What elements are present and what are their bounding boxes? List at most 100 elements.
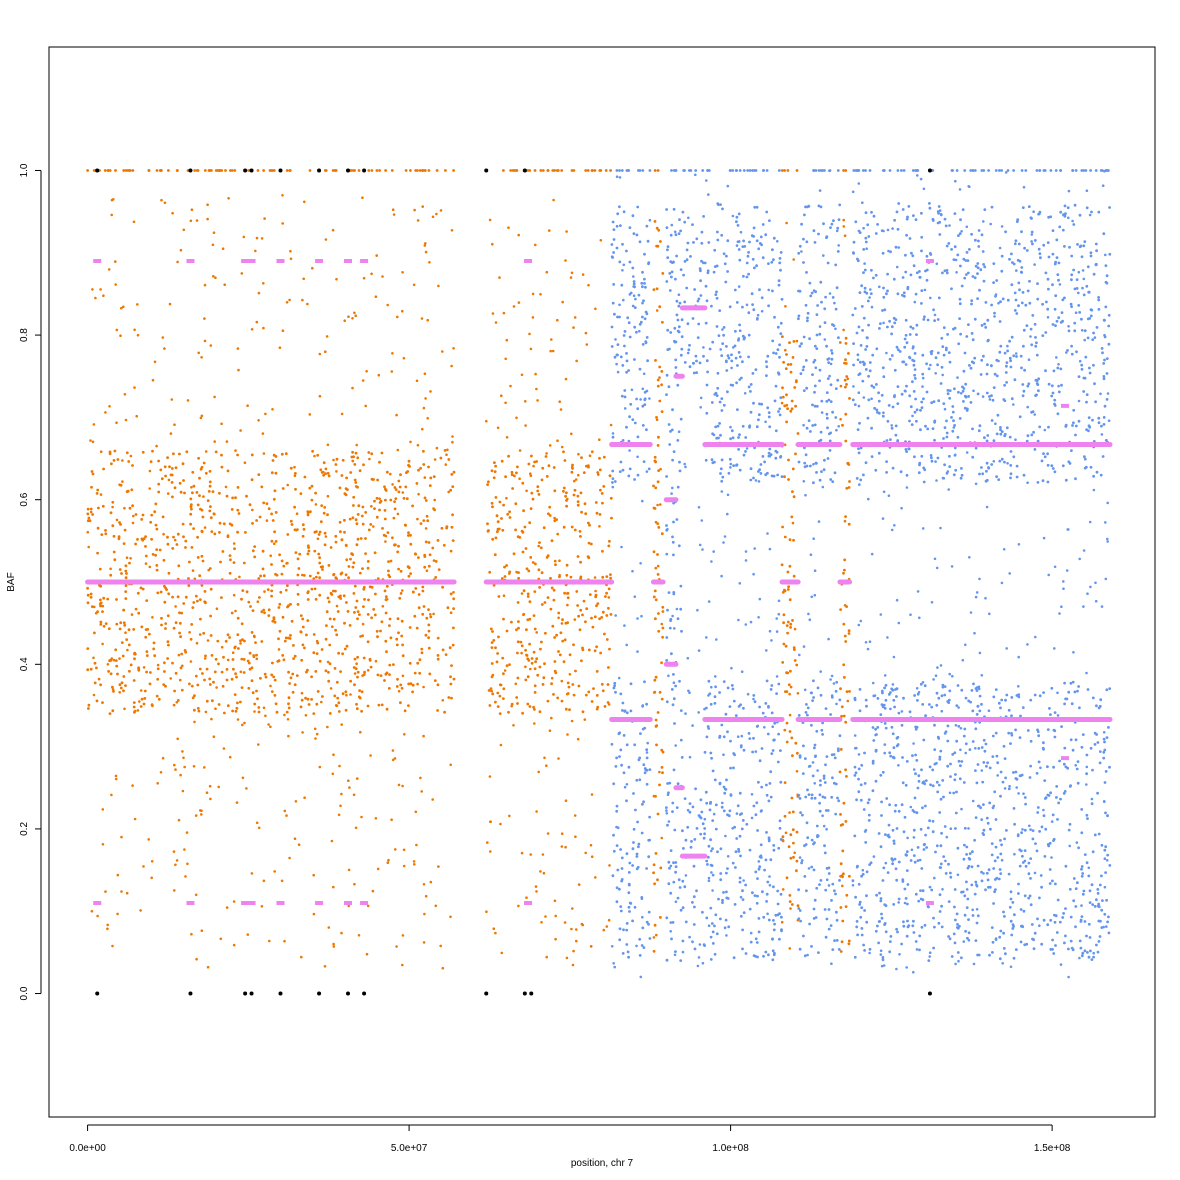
baf-point	[777, 372, 781, 376]
baf-point	[935, 703, 939, 707]
baf-point	[741, 889, 744, 893]
baf-point	[449, 675, 452, 679]
baf-point	[566, 497, 569, 501]
baf-point	[791, 467, 795, 471]
baf-point	[245, 494, 248, 498]
baf-point	[750, 793, 754, 796]
baf-point	[524, 648, 527, 652]
baf-point	[848, 690, 851, 693]
baf-point	[228, 554, 232, 557]
baf-point	[132, 628, 136, 631]
baf-point	[905, 384, 908, 388]
baf-point	[225, 678, 229, 682]
baf-point	[612, 782, 616, 786]
baf-point	[566, 603, 569, 607]
baf-point	[538, 541, 541, 544]
baf-point	[120, 306, 123, 310]
baf-point	[771, 749, 775, 752]
baf-point	[1034, 842, 1037, 845]
baf-point	[276, 660, 280, 663]
baf-point	[818, 368, 822, 372]
baf-point	[1042, 918, 1046, 922]
baf-point	[613, 312, 616, 316]
baf-point	[540, 571, 544, 575]
baf-point	[937, 737, 941, 740]
baf-point	[131, 504, 135, 508]
baf-point	[812, 463, 815, 466]
baf-point	[94, 611, 98, 615]
baf-point	[419, 466, 422, 470]
baf-point	[89, 595, 93, 599]
baf-point	[364, 552, 367, 555]
baf-point	[323, 531, 327, 535]
baf-point	[1103, 912, 1107, 916]
baf-point	[674, 870, 677, 874]
baf-point	[529, 556, 533, 559]
baf-point	[1064, 907, 1067, 910]
baf-point	[894, 867, 898, 871]
baf-point	[500, 517, 503, 520]
baf-point	[168, 465, 171, 469]
baf-point	[179, 773, 182, 777]
baf-point	[765, 169, 769, 172]
baf-point	[943, 825, 947, 828]
baf-point	[151, 704, 154, 708]
baf-point	[217, 785, 220, 789]
baf-point	[683, 300, 687, 304]
baf-point	[116, 912, 119, 916]
baf-point	[814, 366, 818, 370]
baf-point	[645, 470, 649, 473]
baf-point	[366, 613, 370, 616]
baf-point	[982, 263, 985, 266]
baf-point	[790, 515, 794, 519]
baf-point	[696, 299, 700, 303]
baf-point	[864, 368, 868, 371]
baf-point	[407, 682, 411, 686]
baf-point	[137, 667, 141, 670]
baf-point	[909, 859, 913, 862]
baf-point	[956, 923, 959, 926]
baf-point	[679, 268, 683, 271]
baf-point	[433, 679, 437, 682]
baf-point	[203, 657, 207, 660]
baf-point	[612, 283, 616, 286]
baf-point	[224, 169, 227, 172]
baf-point	[156, 677, 160, 681]
baf-point	[657, 469, 660, 472]
baf-point	[749, 620, 753, 624]
baf-point	[721, 342, 725, 345]
baf-point	[871, 789, 875, 793]
baf-point	[209, 587, 213, 591]
baf-point	[198, 574, 202, 578]
baf-point	[843, 634, 847, 638]
baf-point	[806, 205, 809, 209]
baf-point	[759, 843, 763, 847]
baf-point	[187, 584, 191, 587]
baf-point	[688, 365, 692, 369]
baf-point	[717, 334, 721, 337]
baf-point	[637, 845, 640, 849]
baf-point	[700, 230, 704, 234]
baf-point	[932, 916, 935, 920]
baf-point	[528, 617, 532, 621]
baf-point	[729, 383, 733, 387]
baf-point	[182, 535, 185, 539]
baf-point	[1051, 229, 1055, 233]
baf-point	[407, 463, 410, 467]
baf-point	[632, 827, 636, 831]
baf-point	[804, 453, 808, 457]
baf-point	[106, 927, 109, 931]
baf-point	[753, 547, 756, 550]
baf-point	[200, 809, 203, 812]
baf-point	[620, 867, 624, 870]
baf-point	[545, 556, 549, 559]
baf-point	[572, 169, 576, 172]
baf-point	[612, 849, 616, 853]
baf-point	[376, 673, 380, 677]
baf-point	[202, 495, 205, 498]
baf-point	[500, 394, 503, 398]
baf-point	[355, 702, 358, 706]
baf-point	[99, 604, 102, 608]
baf-point	[587, 465, 590, 469]
baf-point	[735, 812, 739, 815]
